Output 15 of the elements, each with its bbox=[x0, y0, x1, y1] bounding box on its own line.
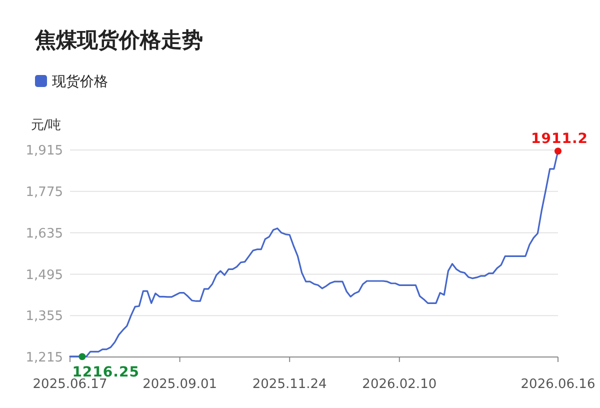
y-tick-label: 1,775 bbox=[26, 184, 63, 200]
y-tick-label: 1,495 bbox=[26, 268, 63, 283]
x-tick-label: 2026.06.16 bbox=[520, 377, 596, 392]
data-label: 1911.2 bbox=[531, 131, 588, 148]
x-tick-label: 2025.09.01 bbox=[142, 377, 218, 392]
legend-label: 现货价格 bbox=[52, 74, 108, 90]
y-axis-title: 元/吨 bbox=[30, 118, 62, 133]
y-tick-label: 1,215 bbox=[26, 350, 63, 366]
y-tick-label: 1,915 bbox=[26, 144, 63, 159]
y-tick-label: 1,635 bbox=[26, 226, 63, 242]
x-tick-label: 2026.02.10 bbox=[362, 377, 437, 392]
x-tick-label: 2025.11.24 bbox=[252, 377, 327, 392]
x-tick-label: 2025.06.17 bbox=[32, 377, 108, 392]
y-tick-label: 1,355 bbox=[26, 309, 63, 324]
chart-title: 焦煤现货价格走势 bbox=[34, 28, 203, 52]
